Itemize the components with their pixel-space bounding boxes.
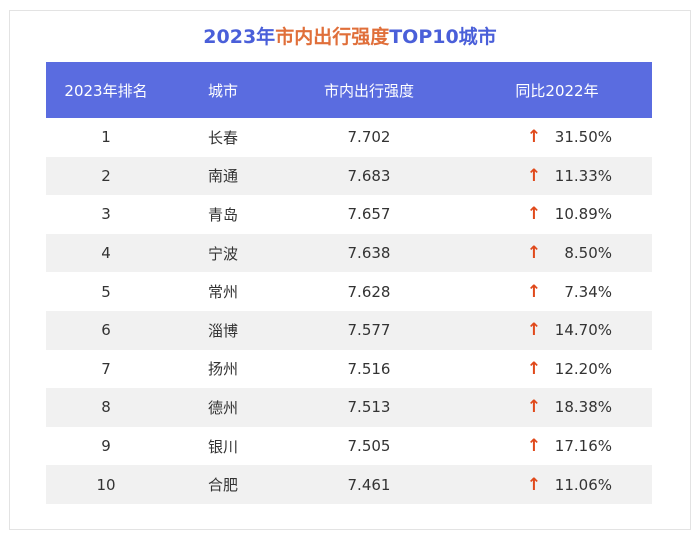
arrow-up-icon: ↑ (526, 127, 542, 148)
cell-city: 淄博 (208, 321, 239, 340)
table-row: 2 南通 7.683 ↑ 11.33% (46, 156, 652, 196)
yoy-percent: 31.50% (554, 128, 612, 147)
arrow-up-icon: ↑ (526, 436, 542, 457)
arrow-up-icon: ↑ (526, 204, 542, 225)
ranking-table: 2023年排名 城市 市内出行强度 同比2022年 1 长春 7.702 ↑ 31.50… (46, 62, 652, 504)
cell-city: 银川 (208, 437, 239, 456)
header-city: 城市 (208, 81, 239, 100)
table-row: 10 合肥 7.461 ↑ 11.06% (46, 465, 652, 504)
cell-yoy: ↑ 8.50% (462, 243, 652, 263)
arrow-up-icon: ↑ (526, 243, 542, 264)
table-row: 8 德州 7.513 ↑ 18.38% (46, 388, 652, 427)
cell-city: 德州 (208, 398, 239, 417)
yoy-percent: 10.89% (554, 205, 612, 224)
cell-yoy: ↑ 12.20% (462, 359, 652, 379)
cell-city: 长春 (208, 128, 239, 147)
yoy-percent: 11.33% (554, 166, 612, 185)
cell-intensity: 7.505 (347, 437, 391, 456)
header-intensity: 市内出行强度 (323, 81, 414, 100)
arrow-up-icon: ↑ (526, 358, 542, 379)
table-row: 3 青岛 7.657 ↑ 10.89% (46, 195, 652, 234)
cell-city: 宁波 (208, 244, 239, 263)
header-rank: 2023年排名 (64, 81, 148, 100)
cell-city: 南通 (208, 167, 239, 186)
cell-yoy: ↑ 31.50% (462, 127, 652, 147)
arrow-up-icon: ↑ (526, 165, 542, 186)
table-row: 9 银川 7.505 ↑ 17.16% (46, 427, 652, 466)
cell-city: 青岛 (208, 205, 239, 224)
yoy-percent: 7.34% (564, 282, 612, 301)
cell-intensity: 7.638 (347, 244, 391, 263)
cell-city: 常州 (208, 283, 239, 302)
title-year: 2023年 (203, 26, 276, 48)
cell-rank: 4 (101, 244, 111, 263)
cell-rank: 9 (101, 437, 111, 456)
table-row: 5 常州 7.628 ↑ 7.34% (46, 272, 652, 311)
cell-yoy: ↑ 7.34% (462, 282, 652, 302)
cell-yoy: ↑ 18.38% (462, 397, 652, 417)
cell-intensity: 7.577 (347, 321, 391, 340)
cell-intensity: 7.702 (347, 128, 391, 147)
cell-yoy: ↑ 11.33% (462, 166, 652, 186)
yoy-percent: 11.06% (554, 475, 612, 494)
cell-rank: 7 (101, 359, 111, 378)
cell-city: 合肥 (208, 476, 239, 495)
arrow-up-icon: ↑ (526, 397, 542, 418)
cell-yoy: ↑ 11.06% (462, 475, 652, 495)
cell-yoy: ↑ 17.16% (462, 436, 652, 456)
arrow-up-icon: ↑ (526, 281, 542, 302)
cell-rank: 5 (101, 282, 111, 301)
yoy-percent: 8.50% (564, 244, 612, 263)
table-body: 1 长春 7.702 ↑ 31.50% 2 南通 7.683 ↑ 11.33% 3 青岛 7.657 ↑ 1… (46, 118, 652, 504)
yoy-percent: 18.38% (554, 398, 612, 417)
cell-intensity: 7.516 (347, 359, 391, 378)
cell-city: 扬州 (208, 360, 239, 379)
title-highlight: 市内出行强度 (275, 26, 390, 48)
header-yoy: 同比2022年 (515, 81, 599, 100)
table-row: 1 长春 7.702 ↑ 31.50% (46, 118, 652, 157)
yoy-percent: 17.16% (554, 437, 612, 456)
cell-rank: 1 (101, 128, 111, 147)
cell-rank: 3 (101, 205, 111, 224)
cell-intensity: 7.461 (347, 475, 391, 494)
table-row: 7 扬州 7.516 ↑ 12.20% (46, 350, 652, 389)
arrow-up-icon: ↑ (526, 320, 542, 341)
yoy-percent: 12.20% (554, 359, 612, 378)
cell-rank: 8 (101, 398, 111, 417)
chart-title: 2023年市内出行强度TOP10城市 (0, 22, 700, 49)
table-row: 6 淄博 7.577 ↑ 14.70% (46, 310, 652, 350)
cell-yoy: ↑ 10.89% (462, 204, 652, 224)
cell-intensity: 7.513 (347, 398, 391, 417)
cell-rank: 10 (96, 475, 116, 494)
cell-intensity: 7.683 (347, 166, 391, 185)
cell-yoy: ↑ 14.70% (462, 320, 652, 340)
table-header: 2023年排名 城市 市内出行强度 同比2022年 (46, 62, 652, 118)
yoy-percent: 14.70% (554, 321, 612, 340)
cell-intensity: 7.628 (347, 282, 391, 301)
cell-rank: 6 (101, 321, 111, 340)
arrow-up-icon: ↑ (526, 474, 542, 495)
table-row: 4 宁波 7.638 ↑ 8.50% (46, 233, 652, 273)
title-suffix: TOP10城市 (389, 26, 497, 48)
cell-intensity: 7.657 (347, 205, 391, 224)
cell-rank: 2 (101, 166, 111, 185)
